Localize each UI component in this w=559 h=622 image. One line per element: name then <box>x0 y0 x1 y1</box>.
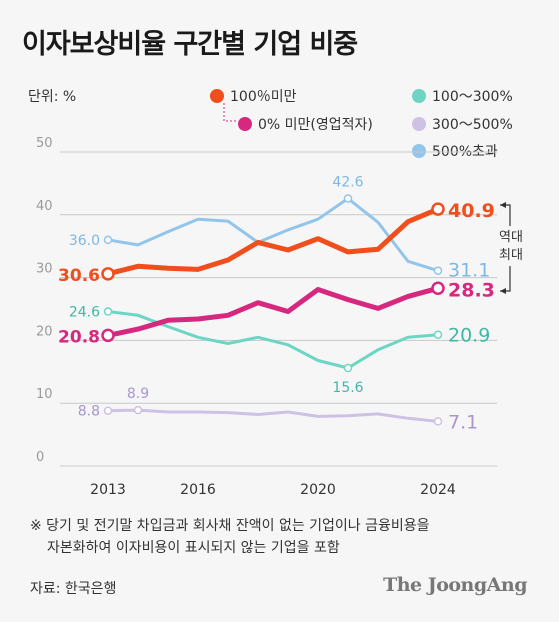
legend-item-300-500: 300～500% <box>412 114 513 134</box>
data-label-4-0: 30.6 <box>58 266 100 286</box>
y-tick-label-40: 40 <box>36 199 53 214</box>
series-line-0 <box>106 197 440 273</box>
record-annotation: 역대 최대 <box>497 202 525 294</box>
data-label-3-11: 28.3 <box>448 279 495 301</box>
source-text: 자료: 한국은행 <box>30 581 117 597</box>
legend-label-deficit: 0% 미만(영업적자) <box>258 117 373 133</box>
y-tick-label-10: 10 <box>36 387 53 402</box>
legend-dot-under-100 <box>210 89 224 103</box>
data-label-3-0: 20.8 <box>58 327 100 347</box>
legend-label-under-100: 100％미만 <box>230 89 297 105</box>
legend-label-100-300: 100～300% <box>432 89 513 105</box>
data-label-1-8: 15.6 <box>332 380 363 396</box>
y-tick-label-0: 0 <box>36 450 44 465</box>
brand-logo: The JoongAng <box>383 574 527 596</box>
chart-grid: 0 10 20 30 40 50 2013 2016 2020 2024 <box>36 136 497 498</box>
point-marker-4-11 <box>431 202 445 216</box>
point-marker-3-11 <box>431 281 445 296</box>
unit-label: 단위: % <box>28 89 77 105</box>
point-marker-0-0 <box>103 235 113 245</box>
annotation-bg <box>497 226 525 266</box>
annotation-text-1: 역대 <box>499 230 523 245</box>
legend-label-300-500: 300～500% <box>432 117 513 133</box>
data-label-2-11: 7.1 <box>448 411 478 433</box>
data-label-2-1: 8.9 <box>127 386 149 402</box>
series-line-3 <box>105 285 441 338</box>
point-marker-0-11 <box>433 266 443 275</box>
x-tick-label-2020: 2020 <box>300 482 336 498</box>
point-marker-3-0 <box>101 328 115 343</box>
point-marker-1-0 <box>103 307 113 316</box>
series-line-4 <box>105 206 441 277</box>
x-tick-label-2016: 2016 <box>180 482 216 498</box>
footnote-line-1: ※ 당기 및 전기말 차입금과 회사채 잔액이 없는 기업이나 금융비용을 <box>30 518 430 534</box>
series-line-1 <box>106 310 440 370</box>
legend-item-deficit: 0% 미만(영업적자) <box>238 114 373 134</box>
data-label-0-11: 31.1 <box>448 260 490 282</box>
data-label-2-0: 8.8 <box>78 404 100 420</box>
legend-dot-100-300 <box>412 89 426 103</box>
chart-labels: 36.0 42.6 31.1 24.6 15.6 20.9 8.8 8.9 7.1 20.8 28.… <box>58 174 495 433</box>
point-marker-0-8 <box>343 194 353 203</box>
point-marker-1-8 <box>343 363 353 373</box>
y-tick-label-20: 20 <box>36 324 53 339</box>
legend-dot-deficit <box>238 117 252 131</box>
chart-series <box>105 197 441 423</box>
footnote-line-2: 자본화하여 이자비용이 표시되지 않는 기업을 포함 <box>47 540 340 556</box>
series-line-2 <box>106 408 440 423</box>
annotation-text-2: 최대 <box>499 248 523 263</box>
y-tick-label-30: 30 <box>36 262 53 277</box>
legend-item-under-100: 100％미만 <box>210 86 296 106</box>
y-tick-label-50: 50 <box>36 136 53 151</box>
data-label-4-11: 40.9 <box>448 200 495 222</box>
data-label-0-0: 36.0 <box>69 233 100 249</box>
legend-item-100-300: 100～300% <box>412 86 513 106</box>
data-label-0-8: 42.6 <box>332 174 363 190</box>
x-tick-label-2013: 2013 <box>90 482 126 498</box>
footnote: ※ 당기 및 전기말 차입금과 회사채 잔액이 없는 기업이나 금융비용을 자본… <box>30 515 430 559</box>
point-marker-1-11 <box>433 330 443 339</box>
legend-dot-300-500 <box>412 117 426 131</box>
x-tick-label-2024: 2024 <box>420 482 456 498</box>
data-label-1-11: 20.9 <box>448 325 490 347</box>
legend-dot-over-500 <box>412 144 426 158</box>
point-marker-2-11 <box>433 417 443 426</box>
point-marker-4-0 <box>101 267 115 281</box>
point-marker-2-1 <box>133 405 143 415</box>
data-label-1-0: 24.6 <box>69 305 100 321</box>
legend-connector <box>223 103 236 122</box>
point-marker-2-0 <box>103 406 113 415</box>
page-title: 이자보상비율 구간별 기업 비중 <box>22 29 358 60</box>
